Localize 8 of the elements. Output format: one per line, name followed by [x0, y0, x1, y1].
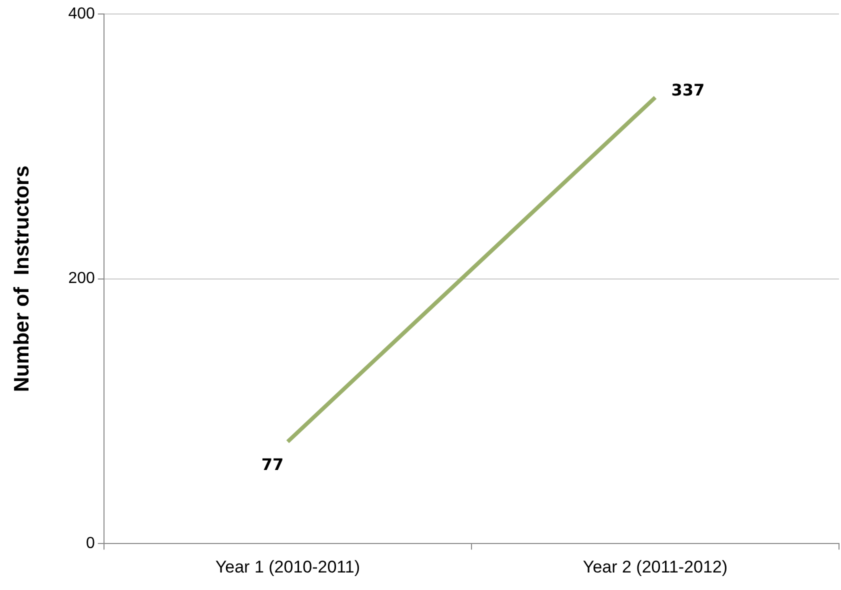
x-tick-label: Year 1 (2010-2011)	[215, 557, 360, 576]
y-axis-title: Number of Instructors	[10, 166, 34, 392]
y-tick-label: 200	[68, 270, 95, 288]
data-label: 77	[261, 454, 284, 474]
y-tick-label: 400	[68, 5, 95, 22]
data-label: 337	[671, 80, 705, 100]
y-tick-label: 0	[86, 535, 95, 552]
x-tick-label: Year 2 (2011-2012)	[582, 557, 728, 576]
